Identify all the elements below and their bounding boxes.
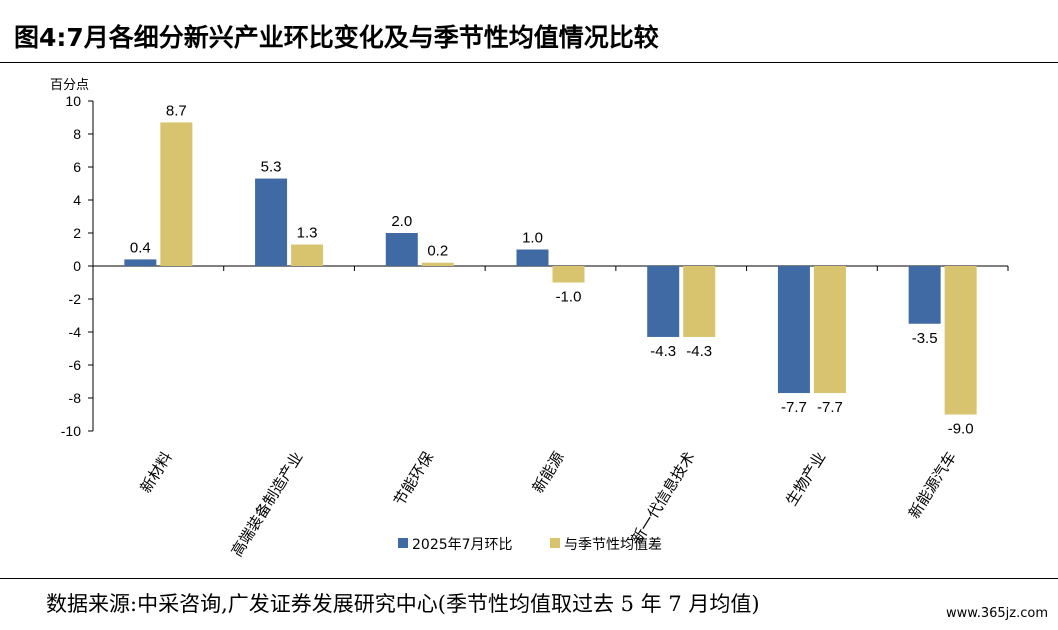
y-tick-label: 10: [65, 93, 81, 109]
legend-label: 2025年7月环比: [412, 537, 513, 553]
bar-seasonal-diff: [813, 266, 846, 394]
legend-swatch: [398, 538, 408, 548]
data-label: 1.3: [297, 225, 318, 242]
y-tick-label: -8: [69, 390, 82, 406]
category-label: 生物产业: [782, 449, 829, 509]
legend-label: 与季节性均值差: [564, 537, 662, 553]
y-tick-label: -10: [61, 423, 81, 439]
data-label: -1.0: [556, 289, 582, 306]
y-tick-label: -4: [69, 324, 82, 340]
category-label: 新一代信息技术: [628, 449, 699, 548]
title-bar: 图4:7月各细分新兴产业环比变化及与季节性均值情况比较: [0, 0, 1058, 63]
bar-seasonal-diff: [683, 266, 716, 337]
bar-mom: [124, 259, 157, 266]
bar-seasonal-diff: [421, 262, 454, 266]
bar-mom: [908, 266, 941, 324]
bar-mom: [777, 266, 810, 394]
data-label: 0.2: [427, 243, 448, 260]
watermark-text: www.365jz.com: [946, 606, 1048, 621]
bar-mom: [516, 249, 549, 266]
data-label: -4.3: [686, 343, 712, 360]
y-tick-label: -2: [69, 291, 82, 307]
source-divider: [0, 578, 1058, 579]
data-label: -7.7: [781, 399, 807, 416]
data-label: 0.4: [130, 239, 151, 256]
data-label: 8.7: [166, 102, 187, 119]
y-tick-label: 2: [73, 225, 81, 241]
data-label: 2.0: [391, 213, 412, 230]
bar-mom: [255, 178, 288, 266]
category-label: 节能环保: [390, 449, 437, 509]
figure-title: 图4:7月各细分新兴产业环比变化及与季节性均值情况比较: [14, 23, 659, 52]
category-label: 高端装备制造产业: [228, 449, 307, 560]
data-label: -4.3: [650, 343, 676, 360]
data-label: -3.5: [912, 330, 938, 347]
bar-mom: [647, 266, 680, 337]
y-tick-label: 6: [73, 159, 81, 175]
category-label: 新材料: [137, 449, 176, 497]
bar-seasonal-diff: [160, 122, 193, 266]
y-tick-label: 0: [73, 258, 81, 274]
y-tick-label: -6: [69, 357, 82, 373]
category-label: 新能源汽车: [905, 449, 960, 522]
bar-seasonal-diff: [944, 266, 977, 415]
data-label: -9.0: [948, 421, 974, 438]
bar-mom: [385, 233, 418, 266]
category-label: 新能源: [529, 449, 568, 497]
data-label: 5.3: [261, 159, 282, 176]
y-tick-label: 4: [73, 192, 81, 208]
bar-chart: 10 8 6 4 2 0 -2 -4 -6 -8 -10 百分点 0.4 8.7 新材料 5.3 1.3 高端装备…: [50, 78, 1009, 560]
y-tick-label: 8: [73, 126, 81, 142]
y-axis-unit-label: 百分点: [50, 78, 89, 93]
data-label: -7.7: [817, 399, 843, 416]
data-label: 1.0: [522, 230, 543, 247]
legend-swatch: [550, 538, 560, 548]
bar-seasonal-diff: [552, 266, 585, 283]
source-note: 数据来源:中采咨询,广发证券发展研究中心(季节性均值取过去 5 年 7 月均值): [46, 592, 760, 616]
bar-seasonal-diff: [291, 244, 324, 266]
